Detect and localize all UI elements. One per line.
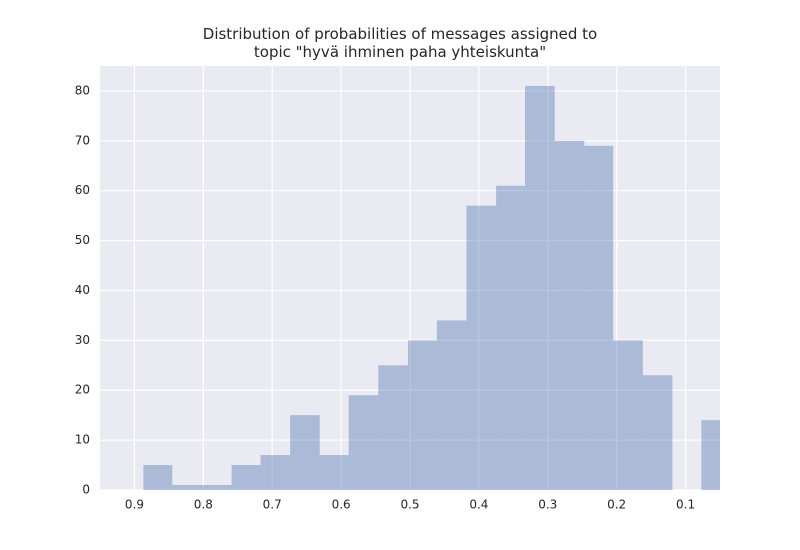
x-tick-label: 0.4	[469, 498, 488, 512]
x-tick-label: 0.8	[194, 498, 213, 512]
x-tick-label: 0.1	[676, 498, 695, 512]
bar	[436, 320, 467, 490]
y-tick-label: 0	[82, 483, 90, 497]
x-tick-label: 0.2	[607, 498, 626, 512]
bar	[378, 365, 408, 490]
bar	[172, 485, 202, 490]
bar	[407, 340, 437, 490]
bar	[701, 420, 720, 490]
bar	[348, 395, 379, 490]
y-tick-label: 10	[75, 433, 90, 447]
y-tick-label: 40	[75, 283, 90, 297]
y-tick-label: 50	[75, 233, 90, 247]
bar	[496, 185, 526, 490]
bar	[584, 145, 614, 490]
bar	[231, 465, 261, 490]
y-tick-label: 70	[75, 133, 90, 147]
bars	[143, 85, 720, 490]
chart-title: Distribution of probabilities of message…	[202, 25, 598, 61]
bar	[525, 85, 555, 490]
x-tick-label: 0.9	[125, 498, 144, 512]
y-tick-label: 20	[75, 383, 90, 397]
bar	[466, 205, 497, 490]
x-tick-label: 0.5	[400, 498, 419, 512]
x-tick-label: 0.3	[538, 498, 557, 512]
bar	[143, 465, 173, 490]
x-tick-label: 0.6	[332, 498, 351, 512]
bar	[554, 140, 585, 490]
bar	[642, 375, 673, 490]
bar	[613, 340, 643, 490]
bar	[319, 455, 349, 490]
y-tick-label: 30	[75, 333, 90, 347]
bar	[201, 485, 232, 490]
y-tick-label: 60	[75, 183, 90, 197]
bar	[290, 415, 320, 490]
y-tick-label: 80	[75, 83, 90, 97]
x-tick-label: 0.7	[263, 498, 282, 512]
bar	[260, 455, 291, 490]
